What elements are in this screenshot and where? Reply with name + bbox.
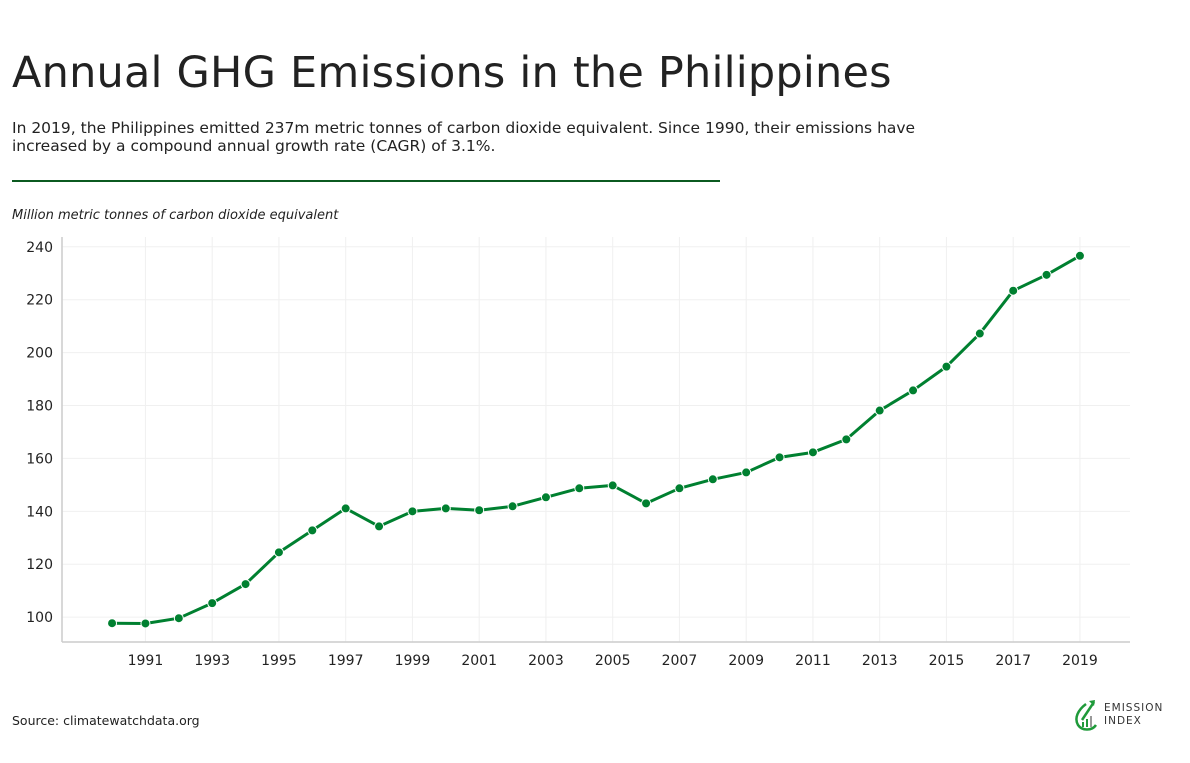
data-point <box>574 483 585 494</box>
x-tick-label: 2015 <box>929 653 965 669</box>
gridlines <box>62 237 1130 642</box>
data-point <box>1074 250 1085 261</box>
x-tick-label: 1995 <box>261 653 297 669</box>
y-tick-label: 180 <box>26 399 53 415</box>
data-point <box>407 506 418 517</box>
data-point <box>674 483 685 494</box>
data-point <box>774 452 785 463</box>
data-point <box>841 434 852 445</box>
y-tick-label: 220 <box>26 293 53 309</box>
data-point <box>474 505 485 516</box>
x-tick-label: 2005 <box>595 653 631 669</box>
data-point <box>173 613 184 624</box>
source-note: Source: climatewatchdata.org <box>12 713 200 728</box>
x-tick-label: 2019 <box>1062 653 1098 669</box>
data-point <box>107 618 118 629</box>
axes <box>61 237 1130 643</box>
data-point <box>941 361 952 372</box>
x-tick-label: 1999 <box>395 653 431 669</box>
x-tick-label: 2007 <box>662 653 698 669</box>
x-tick-label: 2013 <box>862 653 898 669</box>
data-point <box>340 503 351 514</box>
emission-index-logo: EMISSION INDEX <box>1074 698 1163 732</box>
data-point <box>741 467 752 478</box>
data-point <box>1041 269 1052 280</box>
y-tick-label: 100 <box>26 610 53 626</box>
data-point <box>874 405 885 416</box>
x-tick-label: 2001 <box>461 653 497 669</box>
chart-title: Annual GHG Emissions in the Philippines <box>12 48 892 98</box>
data-point <box>507 501 518 512</box>
data-point <box>374 521 385 532</box>
data-point <box>1008 285 1019 296</box>
x-tick-label: 2003 <box>528 653 564 669</box>
data-point <box>540 492 551 503</box>
data-point <box>707 474 718 485</box>
data-point <box>641 498 652 509</box>
data-point <box>908 385 919 396</box>
logo-text-line2: INDEX <box>1104 715 1142 727</box>
x-tick-label: 2011 <box>795 653 831 669</box>
chart-subtitle: In 2019, the Philippines emitted 237m me… <box>12 119 916 155</box>
x-tick-label: 1991 <box>128 653 164 669</box>
data-point <box>807 447 818 458</box>
data-point <box>140 618 151 629</box>
data-point <box>273 547 284 558</box>
data-point <box>440 503 451 514</box>
divider <box>12 180 720 182</box>
data-point <box>207 598 218 609</box>
y-tick-label: 160 <box>26 451 53 467</box>
x-tick-label: 2017 <box>995 653 1031 669</box>
logo-text-line1: EMISSION <box>1104 702 1164 714</box>
emissions-line <box>112 254 1081 625</box>
y-axis-label: Million metric tonnes of carbon dioxide … <box>12 208 339 223</box>
x-tick-label: 1993 <box>194 653 230 669</box>
data-point <box>607 480 618 491</box>
x-tick-label: 1997 <box>328 653 364 669</box>
x-tick-label: 2009 <box>728 653 764 669</box>
tick-labels: 100 120 140 160 180 200 220 240 1991 1993 1995 1997… <box>26 240 1097 669</box>
y-tick-label: 240 <box>26 240 53 256</box>
data-point <box>974 328 985 339</box>
series <box>107 250 1085 629</box>
y-tick-label: 120 <box>26 557 53 573</box>
y-tick-label: 140 <box>26 504 53 520</box>
y-tick-label: 200 <box>26 346 53 362</box>
data-point <box>240 579 251 590</box>
data-point <box>307 525 318 536</box>
logo-icon <box>1075 700 1098 731</box>
